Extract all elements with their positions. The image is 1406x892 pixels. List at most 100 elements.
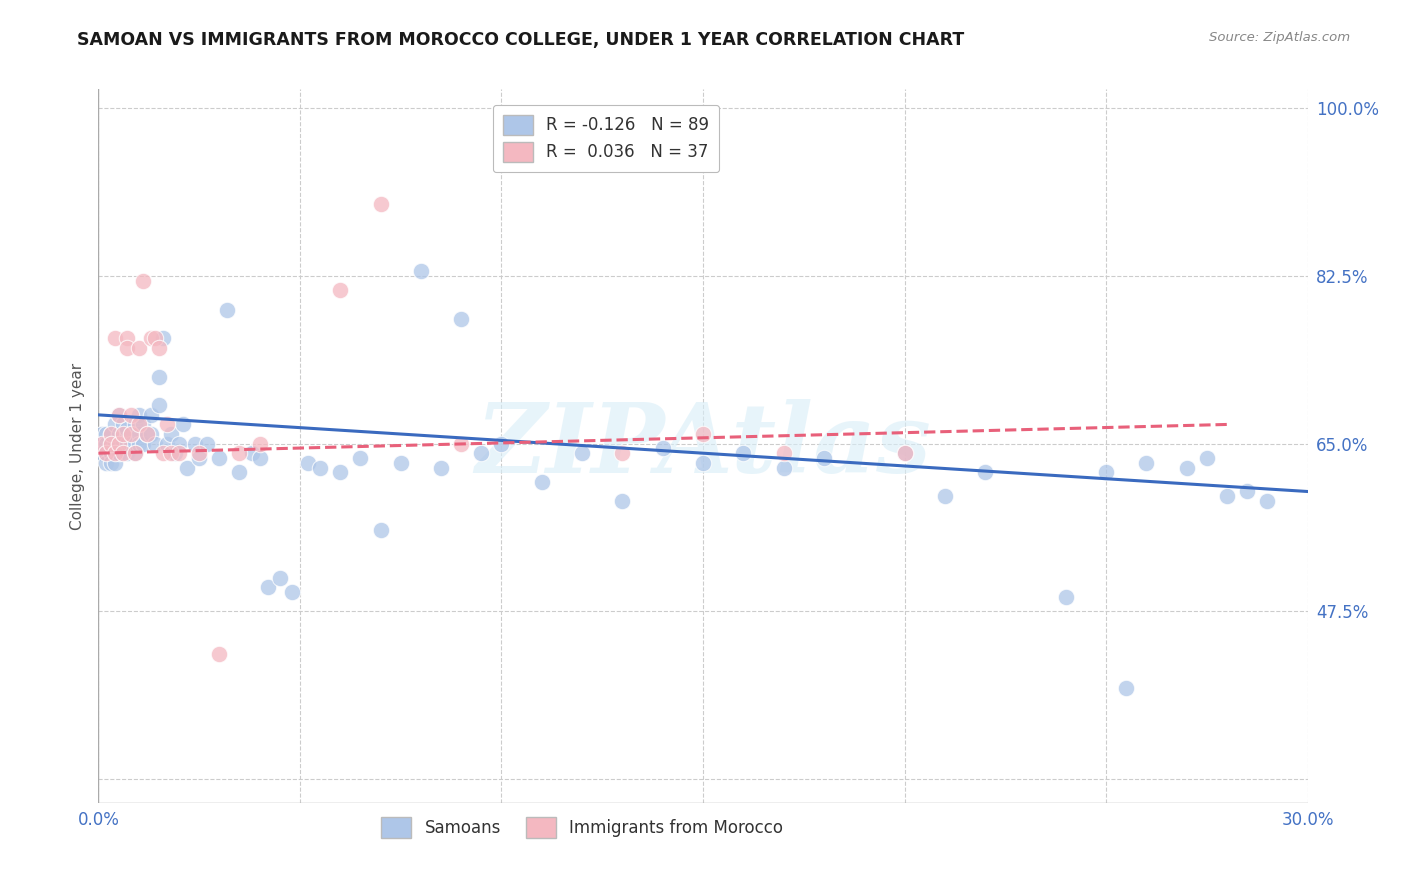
Point [974,466,997,480]
Point [1256,494,1278,508]
Point [228,466,250,480]
Text: ZIPAtlas: ZIPAtlas [475,399,931,493]
Point [1095,466,1118,480]
Point [128,341,150,355]
Point [132,274,155,288]
Point [115,436,138,450]
Legend: Samoans, Immigrants from Morocco: Samoans, Immigrants from Morocco [374,811,790,845]
Point [103,436,125,450]
Point [128,427,150,442]
Point [160,427,183,442]
Point [733,446,755,460]
Point [370,523,392,537]
Point [96,427,118,442]
Point [893,446,915,460]
Point [120,408,142,422]
Point [240,446,263,460]
Point [772,460,794,475]
Point [132,436,155,450]
Point [139,427,162,442]
Point [156,436,179,450]
Point [172,417,194,432]
Point [249,436,271,450]
Point [1054,590,1077,604]
Point [692,456,714,470]
Point [249,450,271,465]
Point [103,417,125,432]
Point [135,427,157,442]
Point [329,466,352,480]
Point [139,408,162,422]
Point [100,456,122,470]
Point [132,417,155,432]
Point [772,446,794,460]
Point [167,436,190,450]
Point [124,417,146,432]
Point [612,494,634,508]
Point [115,331,138,345]
Point [281,585,304,599]
Y-axis label: College, Under 1 year: College, Under 1 year [69,362,84,530]
Point [152,331,174,345]
Point [256,580,278,594]
Point [349,450,371,465]
Point [491,436,513,450]
Point [530,475,553,489]
Point [91,446,114,460]
Point [103,456,125,470]
Point [128,417,150,432]
Point [208,648,231,662]
Point [329,284,352,298]
Point [228,446,250,460]
Point [450,312,472,326]
Point [96,436,118,450]
Point [120,427,142,442]
Point [651,442,673,456]
Point [1195,450,1218,465]
Point [100,436,122,450]
Point [120,436,142,450]
Point [1175,460,1198,475]
Point [115,446,138,460]
Point [96,456,118,470]
Point [430,460,453,475]
Point [176,460,198,475]
Point [1236,484,1258,499]
Point [1115,681,1137,695]
Point [124,446,146,460]
Point [893,446,915,460]
Point [1216,489,1239,503]
Point [188,446,211,460]
Text: SAMOAN VS IMMIGRANTS FROM MOROCCO COLLEGE, UNDER 1 YEAR CORRELATION CHART: SAMOAN VS IMMIGRANTS FROM MOROCCO COLLEG… [77,31,965,49]
Point [100,427,122,442]
Point [111,427,134,442]
Point [96,446,118,460]
Point [91,436,114,450]
Point [107,436,129,450]
Point [139,331,162,345]
Point [91,436,114,450]
Point [111,417,134,432]
Point [103,446,125,460]
Point [156,417,179,432]
Point [195,436,218,450]
Point [96,446,118,460]
Point [269,571,291,585]
Point [309,460,332,475]
Point [450,436,472,450]
Point [163,446,186,460]
Point [107,427,129,442]
Point [470,446,492,460]
Point [571,446,593,460]
Point [934,489,956,503]
Point [111,427,134,442]
Point [103,446,125,460]
Point [135,427,157,442]
Point [188,450,211,465]
Point [409,264,432,278]
Point [148,341,170,355]
Point [107,446,129,460]
Point [184,436,207,450]
Point [1135,456,1157,470]
Point [124,446,146,460]
